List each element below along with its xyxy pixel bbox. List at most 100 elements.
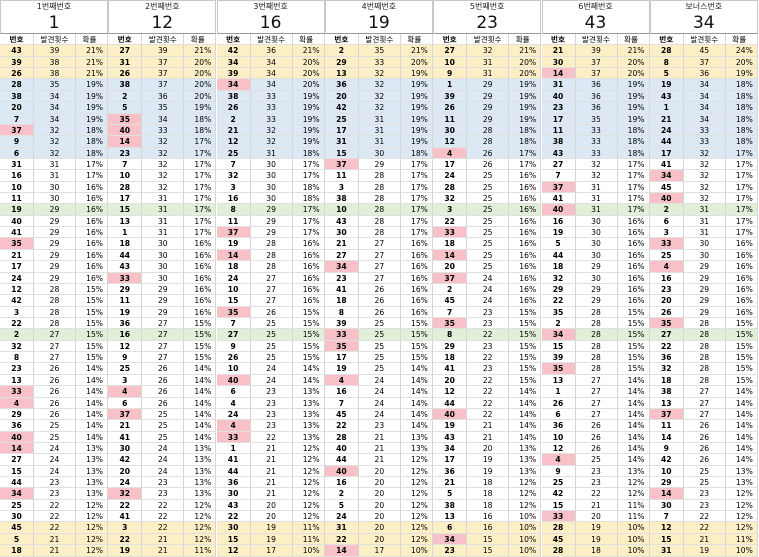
cell-found-count[interactable]: 32 [250,124,293,137]
cell-rate[interactable]: 12% [184,499,217,512]
cell-found-count[interactable]: 32 [467,45,510,57]
cell-rate[interactable]: 14% [184,397,217,409]
cell-rate[interactable]: 13% [292,431,325,443]
cell-rate[interactable]: 12% [509,488,542,500]
cell-rate[interactable]: 12% [725,511,758,523]
cell-found-count[interactable]: 33 [683,124,726,137]
cell-number[interactable]: 11 [0,193,34,205]
cell-rate[interactable]: 17% [184,204,217,216]
cell-number[interactable]: 27 [541,158,576,171]
cell-rate[interactable]: 14% [292,363,325,375]
cell-number[interactable]: 44 [216,465,251,478]
cell-rate[interactable]: 15% [725,363,758,375]
cell-number[interactable]: 44 [649,136,684,148]
cell-found-count[interactable]: 28 [250,238,293,250]
cell-found-count[interactable]: 23 [683,488,726,500]
cell-rate[interactable]: 15% [725,317,758,330]
cell-number[interactable]: 36 [0,420,34,432]
cell-number[interactable]: 31 [324,136,359,148]
cell-found-count[interactable]: 28 [358,204,401,216]
cell-number[interactable]: 32 [108,488,143,500]
cell-rate[interactable]: 18% [184,124,217,137]
cell-number[interactable]: 12 [216,136,251,148]
cell-number[interactable]: 12 [541,442,576,455]
cell-found-count[interactable]: 18 [467,477,510,489]
cell-rate[interactable]: 10% [617,533,650,546]
cell-rate[interactable]: 18% [725,79,758,91]
cell-found-count[interactable]: 30 [34,193,76,205]
cell-rate[interactable]: 16% [76,261,108,273]
cell-number[interactable]: 9 [541,465,576,478]
cell-number[interactable]: 22 [649,340,684,353]
cell-found-count[interactable]: 32 [358,90,401,103]
cell-found-count[interactable]: 29 [34,227,76,239]
cell-found-count[interactable]: 27 [34,352,76,364]
cell-found-count[interactable]: 27 [142,340,185,353]
cell-rate[interactable]: 12% [400,488,433,500]
cell-found-count[interactable]: 28 [575,306,618,318]
col-header-rate[interactable]: 확률 [76,34,108,46]
cell-number[interactable]: 38 [541,136,576,148]
cell-found-count[interactable]: 23 [142,488,185,500]
cell-number[interactable]: 22 [108,533,143,546]
cell-number[interactable]: 42 [108,454,143,466]
cell-number[interactable]: 22 [216,511,251,523]
cell-number[interactable]: 17 [0,261,34,273]
cell-rate[interactable]: 18% [509,136,542,148]
cell-number[interactable]: 37 [324,158,359,171]
col-header-number[interactable]: 번호 [216,34,251,46]
cell-rate[interactable]: 14% [617,397,650,409]
cell-rate[interactable]: 18% [76,147,108,159]
cell-found-count[interactable]: 29 [34,204,76,216]
cell-found-count[interactable]: 28 [575,329,618,341]
cell-rate[interactable]: 16% [617,261,650,273]
cell-number[interactable]: 23 [541,102,576,114]
cell-found-count[interactable]: 34 [683,102,726,114]
cell-number[interactable]: 28 [433,181,468,194]
cell-found-count[interactable]: 23 [250,386,293,398]
cell-number[interactable]: 11 [433,113,468,125]
cell-number[interactable]: 22 [324,533,359,546]
cell-rate[interactable]: 11% [292,533,325,546]
cell-found-count[interactable]: 27 [575,408,618,421]
cell-rate[interactable]: 16% [509,215,542,228]
cell-rate[interactable]: 21% [292,45,325,57]
cell-found-count[interactable]: 28 [683,374,726,387]
cell-found-count[interactable]: 25 [358,329,401,341]
cell-found-count[interactable]: 30 [575,215,618,228]
cell-found-count[interactable]: 27 [142,317,185,330]
cell-found-count[interactable]: 31 [358,136,401,148]
cell-found-count[interactable]: 21 [358,431,401,443]
cell-found-count[interactable]: 28 [575,363,618,375]
cell-found-count[interactable]: 34 [142,113,185,125]
cell-number[interactable]: 18 [433,238,468,250]
col-header-rate[interactable]: 확률 [725,34,758,46]
cell-number[interactable]: 37 [433,272,468,284]
cell-found-count[interactable]: 32 [683,158,726,171]
cell-found-count[interactable]: 28 [358,193,401,205]
cell-rate[interactable]: 16% [725,283,758,296]
cell-rate[interactable]: 14% [509,408,542,421]
cell-number[interactable]: 35 [541,363,576,375]
cell-number[interactable]: 2 [108,90,143,103]
cell-number[interactable]: 33 [0,386,34,398]
cell-found-count[interactable]: 23 [467,306,510,318]
cell-rate[interactable]: 13% [509,465,542,478]
cell-rate[interactable]: 16% [76,193,108,205]
cell-number[interactable]: 32 [433,193,468,205]
cell-number[interactable]: 43 [649,90,684,103]
cell-found-count[interactable]: 28 [34,306,76,318]
cell-rate[interactable]: 17% [76,158,108,171]
cell-number[interactable]: 10 [0,181,34,194]
cell-rate[interactable]: 18% [725,102,758,114]
cell-number[interactable]: 1 [216,442,251,455]
cell-found-count[interactable]: 32 [142,136,185,148]
cell-found-count[interactable]: 22 [467,386,510,398]
cell-found-count[interactable]: 26 [683,442,726,455]
cell-number[interactable]: 25 [216,147,251,159]
cell-found-count[interactable]: 33 [575,147,618,159]
cell-rate[interactable]: 15% [292,340,325,353]
cell-found-count[interactable]: 26 [142,397,185,409]
cell-found-count[interactable]: 29 [467,102,510,114]
cell-found-count[interactable]: 26 [683,431,726,443]
